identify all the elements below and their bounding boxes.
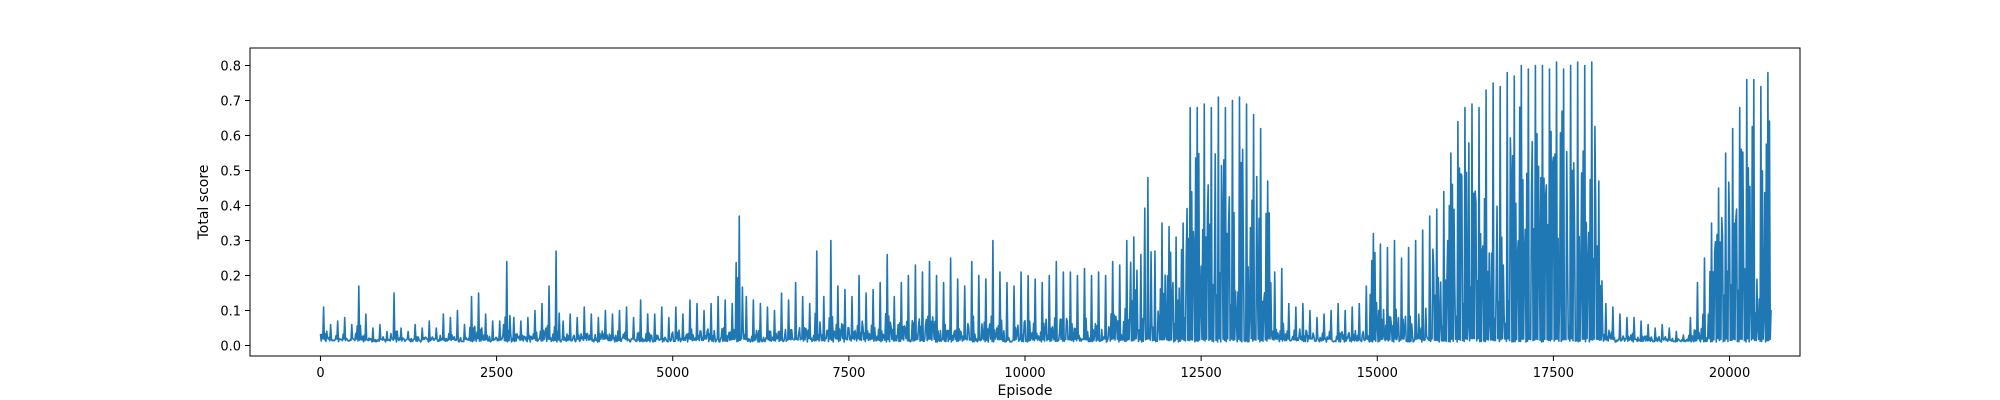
y-tick-label: 0.7 [220,95,241,110]
y-tick-label: 0.2 [220,270,241,285]
x-tick-label: 5000 [656,366,689,381]
y-tick-label: 0.5 [220,165,241,180]
series-line [319,61,1772,343]
y-axis-label: Total score [196,165,212,241]
x-tick-label: 15000 [1357,366,1398,381]
x-tick-label: 0 [316,366,324,381]
x-tick-label: 2500 [480,366,513,381]
y-tick-label: 0.1 [220,305,241,320]
x-tick-label: 17500 [1533,366,1574,381]
x-axis-label: Episode [998,383,1053,399]
x-tick-label: 20000 [1709,366,1750,381]
y-tick-label: 0.4 [220,200,241,215]
x-axis: 0 2500 5000 7500 10000 12500 15000 17500 20000 [316,356,1750,381]
x-tick-label: 7500 [832,366,865,381]
series-layer [319,61,1772,343]
y-axis: 0.0 0.1 0.2 0.3 0.4 0.5 0.6 0.7 0.8 [220,60,250,355]
y-tick-label: 0.6 [220,130,241,145]
x-tick-label: 10000 [1004,366,1045,381]
y-tick-label: 0.0 [220,340,241,355]
y-tick-label: 0.3 [220,235,241,250]
y-tick-label: 0.8 [220,60,241,75]
x-tick-label: 12500 [1180,366,1221,381]
